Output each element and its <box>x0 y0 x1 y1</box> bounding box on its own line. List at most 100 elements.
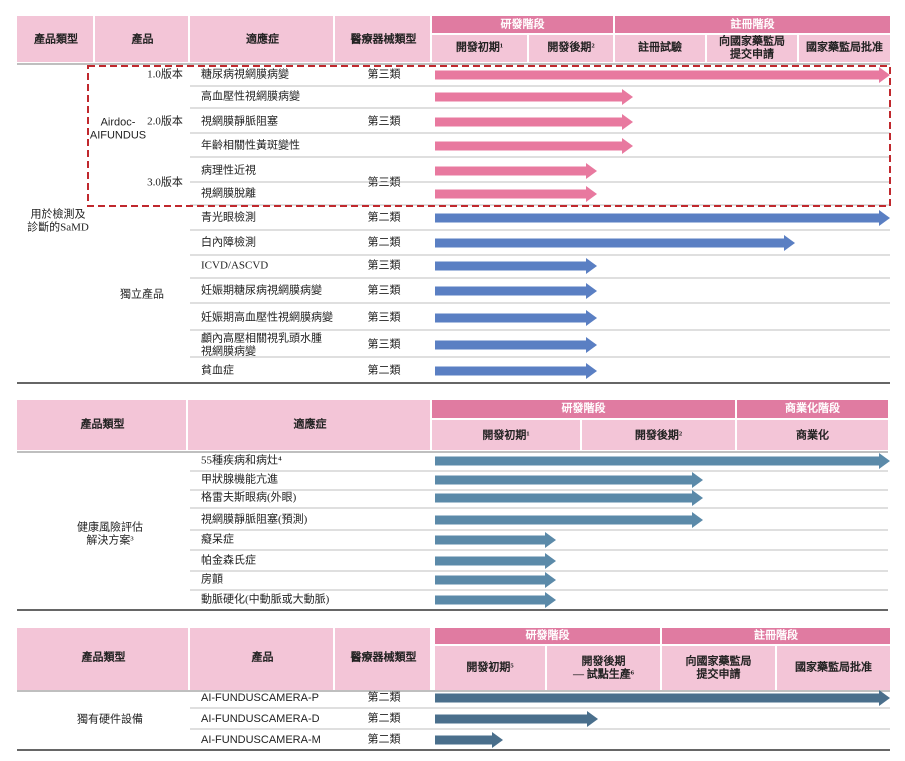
label: 用於檢測及診斷的SaMD <box>27 206 89 233</box>
label: 白內障檢測 <box>201 235 256 249</box>
arrow-head <box>586 337 597 353</box>
header-cell <box>17 400 186 450</box>
label: 向國家藥監局提交申請 <box>686 653 752 680</box>
label: 開發初期¹ <box>456 40 503 54</box>
arrow-head <box>586 363 597 379</box>
label: 甲狀腺機能亢進 <box>201 472 278 486</box>
progress-arrow <box>435 475 693 485</box>
arrow-head <box>545 592 556 608</box>
arrow-head <box>586 186 597 202</box>
arrow-head <box>492 732 503 748</box>
label: 55種疾病和病灶⁴ <box>201 453 282 467</box>
header-cell <box>335 628 430 690</box>
arrow-head <box>545 532 556 548</box>
label: 開發後期² <box>635 428 683 442</box>
highlight-box <box>87 65 891 207</box>
label: 商業化 <box>796 428 829 442</box>
arrow-head <box>545 553 556 569</box>
label: 房顫 <box>201 572 223 586</box>
label: 註冊試驗 <box>638 40 682 54</box>
progress-arrow <box>435 313 587 323</box>
header-cell <box>662 628 890 644</box>
header-cell <box>432 420 580 450</box>
arrow-head <box>586 258 597 274</box>
progress-arrow <box>435 575 546 585</box>
label: 國家藥監局批准 <box>806 40 883 54</box>
label: 開發後期— 試點生產⁶ <box>572 653 635 680</box>
label: AI-FUNDUSCAMERA-D <box>201 713 320 725</box>
label: 第三類 <box>368 114 401 128</box>
label: 顱內高壓相關視乳頭水腫視網膜病變 <box>201 330 322 357</box>
arrow-head <box>622 114 633 130</box>
progress-arrow <box>435 70 880 80</box>
label: 視網膜靜脈阻塞 <box>201 114 278 128</box>
header-cell <box>737 420 888 450</box>
progress-arrow <box>435 693 880 703</box>
arrow-head <box>879 67 890 83</box>
progress-arrow <box>435 92 623 102</box>
header-cell <box>707 35 797 62</box>
progress-arrow <box>435 493 693 503</box>
label: 適應症 <box>294 417 327 431</box>
header-cell <box>435 628 660 644</box>
label: 動脈硬化(中動脈或大動脈) <box>201 592 330 606</box>
progress-arrow <box>435 238 785 248</box>
header-cell <box>190 16 333 62</box>
header-cell <box>17 628 188 690</box>
progress-arrow <box>435 141 623 151</box>
label: 研發階段 <box>501 17 545 31</box>
arrow-head <box>692 490 703 506</box>
header-cell <box>17 16 93 62</box>
label: AI-FUNDUSCAMERA-P <box>201 692 319 704</box>
label: Airdoc-AIFUNDUS <box>90 116 146 141</box>
header-cell <box>95 16 188 62</box>
arrow-head <box>586 310 597 326</box>
header-cell <box>582 420 735 450</box>
label: 視網膜脫離 <box>201 186 256 200</box>
label: 第三類 <box>368 337 401 351</box>
arrow-head <box>586 163 597 179</box>
label: 開發初期¹ <box>482 428 529 442</box>
label: 格雷夫斯眼病(外眼) <box>201 490 297 504</box>
label: 貧血症 <box>201 363 234 377</box>
label: 醫療器械類型 <box>351 650 417 664</box>
progress-arrow <box>435 456 880 466</box>
label: 第三類 <box>368 310 401 324</box>
label: 開發後期² <box>547 40 595 54</box>
label: 視網膜靜脈阻塞(預測) <box>201 512 308 526</box>
label: 第三類 <box>368 67 401 81</box>
label: 開發初期⁵ <box>466 660 514 674</box>
label: 病理性近視 <box>201 163 256 177</box>
progress-arrow <box>435 340 587 350</box>
label: 3.0版本 <box>147 175 183 189</box>
label: 妊娠期糖尿病視網膜病變 <box>201 283 322 297</box>
arrow-head <box>879 453 890 469</box>
label: 研發階段 <box>562 401 606 415</box>
progress-arrow <box>435 595 546 605</box>
arrow-head <box>692 472 703 488</box>
arrow-head <box>879 690 890 706</box>
progress-arrow <box>435 166 587 176</box>
progress-arrow <box>435 714 588 724</box>
header-cell <box>615 35 705 62</box>
label: 年齡相關性黃斑變性 <box>201 138 300 152</box>
label: 產品 <box>131 32 154 46</box>
header-cell <box>432 16 613 33</box>
label: 第二類 <box>368 711 401 725</box>
label: 註冊階段 <box>754 628 798 642</box>
progress-arrow <box>435 261 587 271</box>
label: 研發階段 <box>526 628 570 642</box>
header-cell <box>435 646 545 690</box>
label: 獨有硬件設備 <box>77 712 143 726</box>
progress-arrow <box>435 213 880 223</box>
progress-arrow <box>435 286 587 296</box>
label: ICVD/ASCVD <box>201 260 268 272</box>
header-cell <box>432 35 527 62</box>
label: 產品類型 <box>81 650 126 664</box>
label: 妊娠期高血壓性視網膜病變 <box>201 310 333 324</box>
label: 產品 <box>251 650 274 664</box>
arrow-head <box>622 138 633 154</box>
label: 帕金森氏症 <box>201 553 256 567</box>
progress-arrow <box>435 535 546 545</box>
label: 糖尿病視網膜病變 <box>201 67 289 81</box>
